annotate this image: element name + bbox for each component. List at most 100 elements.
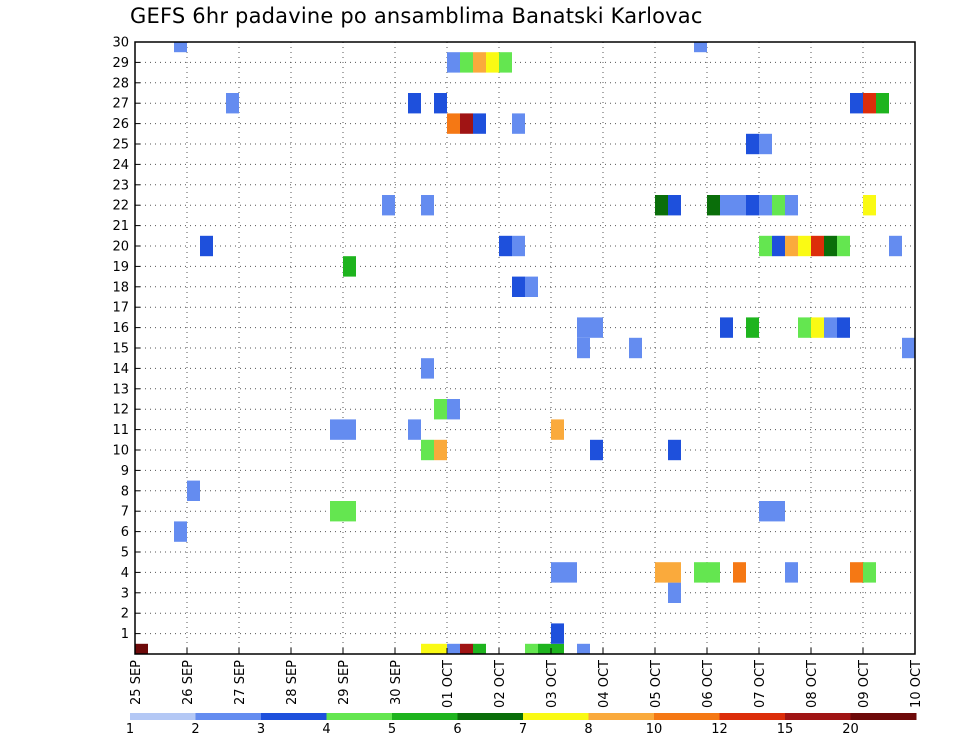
x-tick-label: 01 OCT: [441, 660, 456, 708]
heatmap-cells: [135, 42, 915, 654]
colorbar-swatch: [392, 713, 458, 720]
y-tick-label: 14: [112, 362, 129, 377]
colorbar-swatch: [326, 713, 393, 720]
heatmap-cell: [720, 195, 733, 216]
heatmap-cell: [460, 52, 473, 73]
heatmap-cell: [421, 439, 434, 461]
heatmap-cell: [486, 52, 499, 73]
y-tick-label: 10: [112, 444, 129, 459]
y-tick-label: 24: [112, 158, 129, 173]
heatmap-cell: [863, 93, 876, 114]
colorbar-label: 15: [777, 722, 794, 737]
heatmap-cell: [499, 235, 512, 257]
colorbar-swatch: [457, 713, 524, 720]
heatmap-cell: [772, 235, 785, 257]
heatmap-cell: [876, 93, 889, 114]
y-tick-label: 29: [112, 56, 129, 71]
colorbar-swatch: [130, 713, 196, 720]
y-tick-label: 4: [121, 566, 129, 581]
colorbar-label: 3: [257, 722, 265, 737]
heatmap-cell: [668, 582, 681, 603]
heatmap-cell: [668, 195, 681, 216]
heatmap-cell: [538, 643, 551, 654]
heatmap-cell: [629, 337, 642, 359]
colorbar-label: 2: [191, 722, 199, 737]
heatmap-cell: [668, 562, 681, 583]
heatmap-cell: [694, 562, 707, 583]
y-tick-label: 26: [112, 117, 129, 132]
x-tick-label: 03 OCT: [545, 660, 560, 708]
heatmap-cell: [174, 521, 187, 542]
heatmap-cell: [434, 439, 447, 461]
heatmap-cell: [707, 195, 720, 216]
heatmap-cell: [759, 133, 772, 155]
y-tick-label: 12: [112, 403, 129, 418]
heatmap-cell: [460, 113, 473, 134]
heatmap-cell: [343, 419, 356, 440]
x-tick-label: 09 OCT: [857, 660, 872, 708]
heatmap-cell: [785, 562, 798, 583]
heatmap-cell: [577, 643, 590, 654]
heatmap-cell: [837, 317, 850, 338]
y-tick-label: 15: [112, 342, 129, 357]
colorbar-swatch: [523, 713, 589, 720]
y-tick-label: 16: [112, 321, 129, 336]
heatmap-cell: [512, 113, 525, 134]
heatmap-cell: [759, 235, 772, 257]
colorbar: 1 2 3 4 5 6 7 8 10 12 15 20: [126, 713, 917, 737]
heatmap-cell: [525, 643, 538, 654]
colorbar-label: 12: [711, 722, 728, 737]
y-tick-label: 23: [112, 178, 129, 193]
y-tick-label: 17: [112, 301, 129, 316]
heatmap-cell: [759, 501, 772, 522]
y-tick-label: 1: [121, 627, 129, 642]
heatmap-cell: [863, 562, 876, 583]
heatmap-cell: [759, 195, 772, 216]
colorbar-swatch: [785, 713, 851, 720]
x-tick-label: 26 SEP: [181, 660, 196, 705]
heatmap-cell: [785, 195, 798, 216]
heatmap-cell: [590, 439, 603, 461]
heatmap-cell: [694, 42, 707, 53]
x-axis: 25 SEP 26 SEP 27 SEP 28 SEP 29 SEP 30 SEP 01 O…: [129, 648, 924, 708]
y-tick-label: 21: [112, 219, 129, 234]
y-tick-label: 2: [121, 607, 129, 622]
y-tick-label: 11: [112, 423, 129, 438]
x-tick-label: 28 SEP: [285, 660, 300, 705]
heatmap-cell: [382, 195, 395, 216]
colorbar-label: 4: [322, 722, 330, 737]
heatmap-cell: [343, 501, 356, 522]
heatmap-cell: [434, 93, 447, 114]
heatmap-cell: [668, 439, 681, 461]
colorbar-label: 8: [584, 722, 592, 737]
heatmap-cell: [447, 113, 460, 134]
heatmap-cell: [863, 195, 876, 216]
heatmap-cell: [577, 337, 590, 359]
heatmap-cell: [447, 399, 460, 420]
heatmap-cell: [330, 501, 343, 522]
x-tick-label: 07 OCT: [753, 660, 768, 708]
heatmap-cell: [655, 562, 668, 583]
heatmap-cell: [811, 317, 824, 338]
heatmap-cell: [226, 93, 239, 114]
heatmap-cell: [824, 317, 837, 338]
heatmap-cell: [473, 113, 486, 134]
chart-title: GEFS 6hr padavine po ansamblima Banatski…: [130, 4, 703, 28]
heatmap-cell: [330, 419, 343, 440]
colorbar-swatch: [850, 713, 917, 720]
colorbar-swatch: [588, 713, 655, 720]
colorbar-label: 6: [453, 722, 461, 737]
heatmap-cell: [772, 501, 785, 522]
y-tick-label: 7: [121, 505, 129, 520]
heatmap-cell: [798, 317, 811, 338]
heatmap-cell: [733, 195, 746, 216]
x-tick-label: 08 OCT: [805, 660, 820, 708]
heatmap-cell: [746, 133, 759, 155]
y-axis: 1234567891011121314151617181920212223242…: [112, 36, 140, 642]
y-tick-label: 22: [112, 199, 129, 214]
x-tick-label: 02 OCT: [493, 660, 508, 708]
heatmap-cell: [551, 562, 564, 583]
y-tick-label: 30: [112, 36, 129, 51]
heatmap-cell: [902, 337, 915, 359]
